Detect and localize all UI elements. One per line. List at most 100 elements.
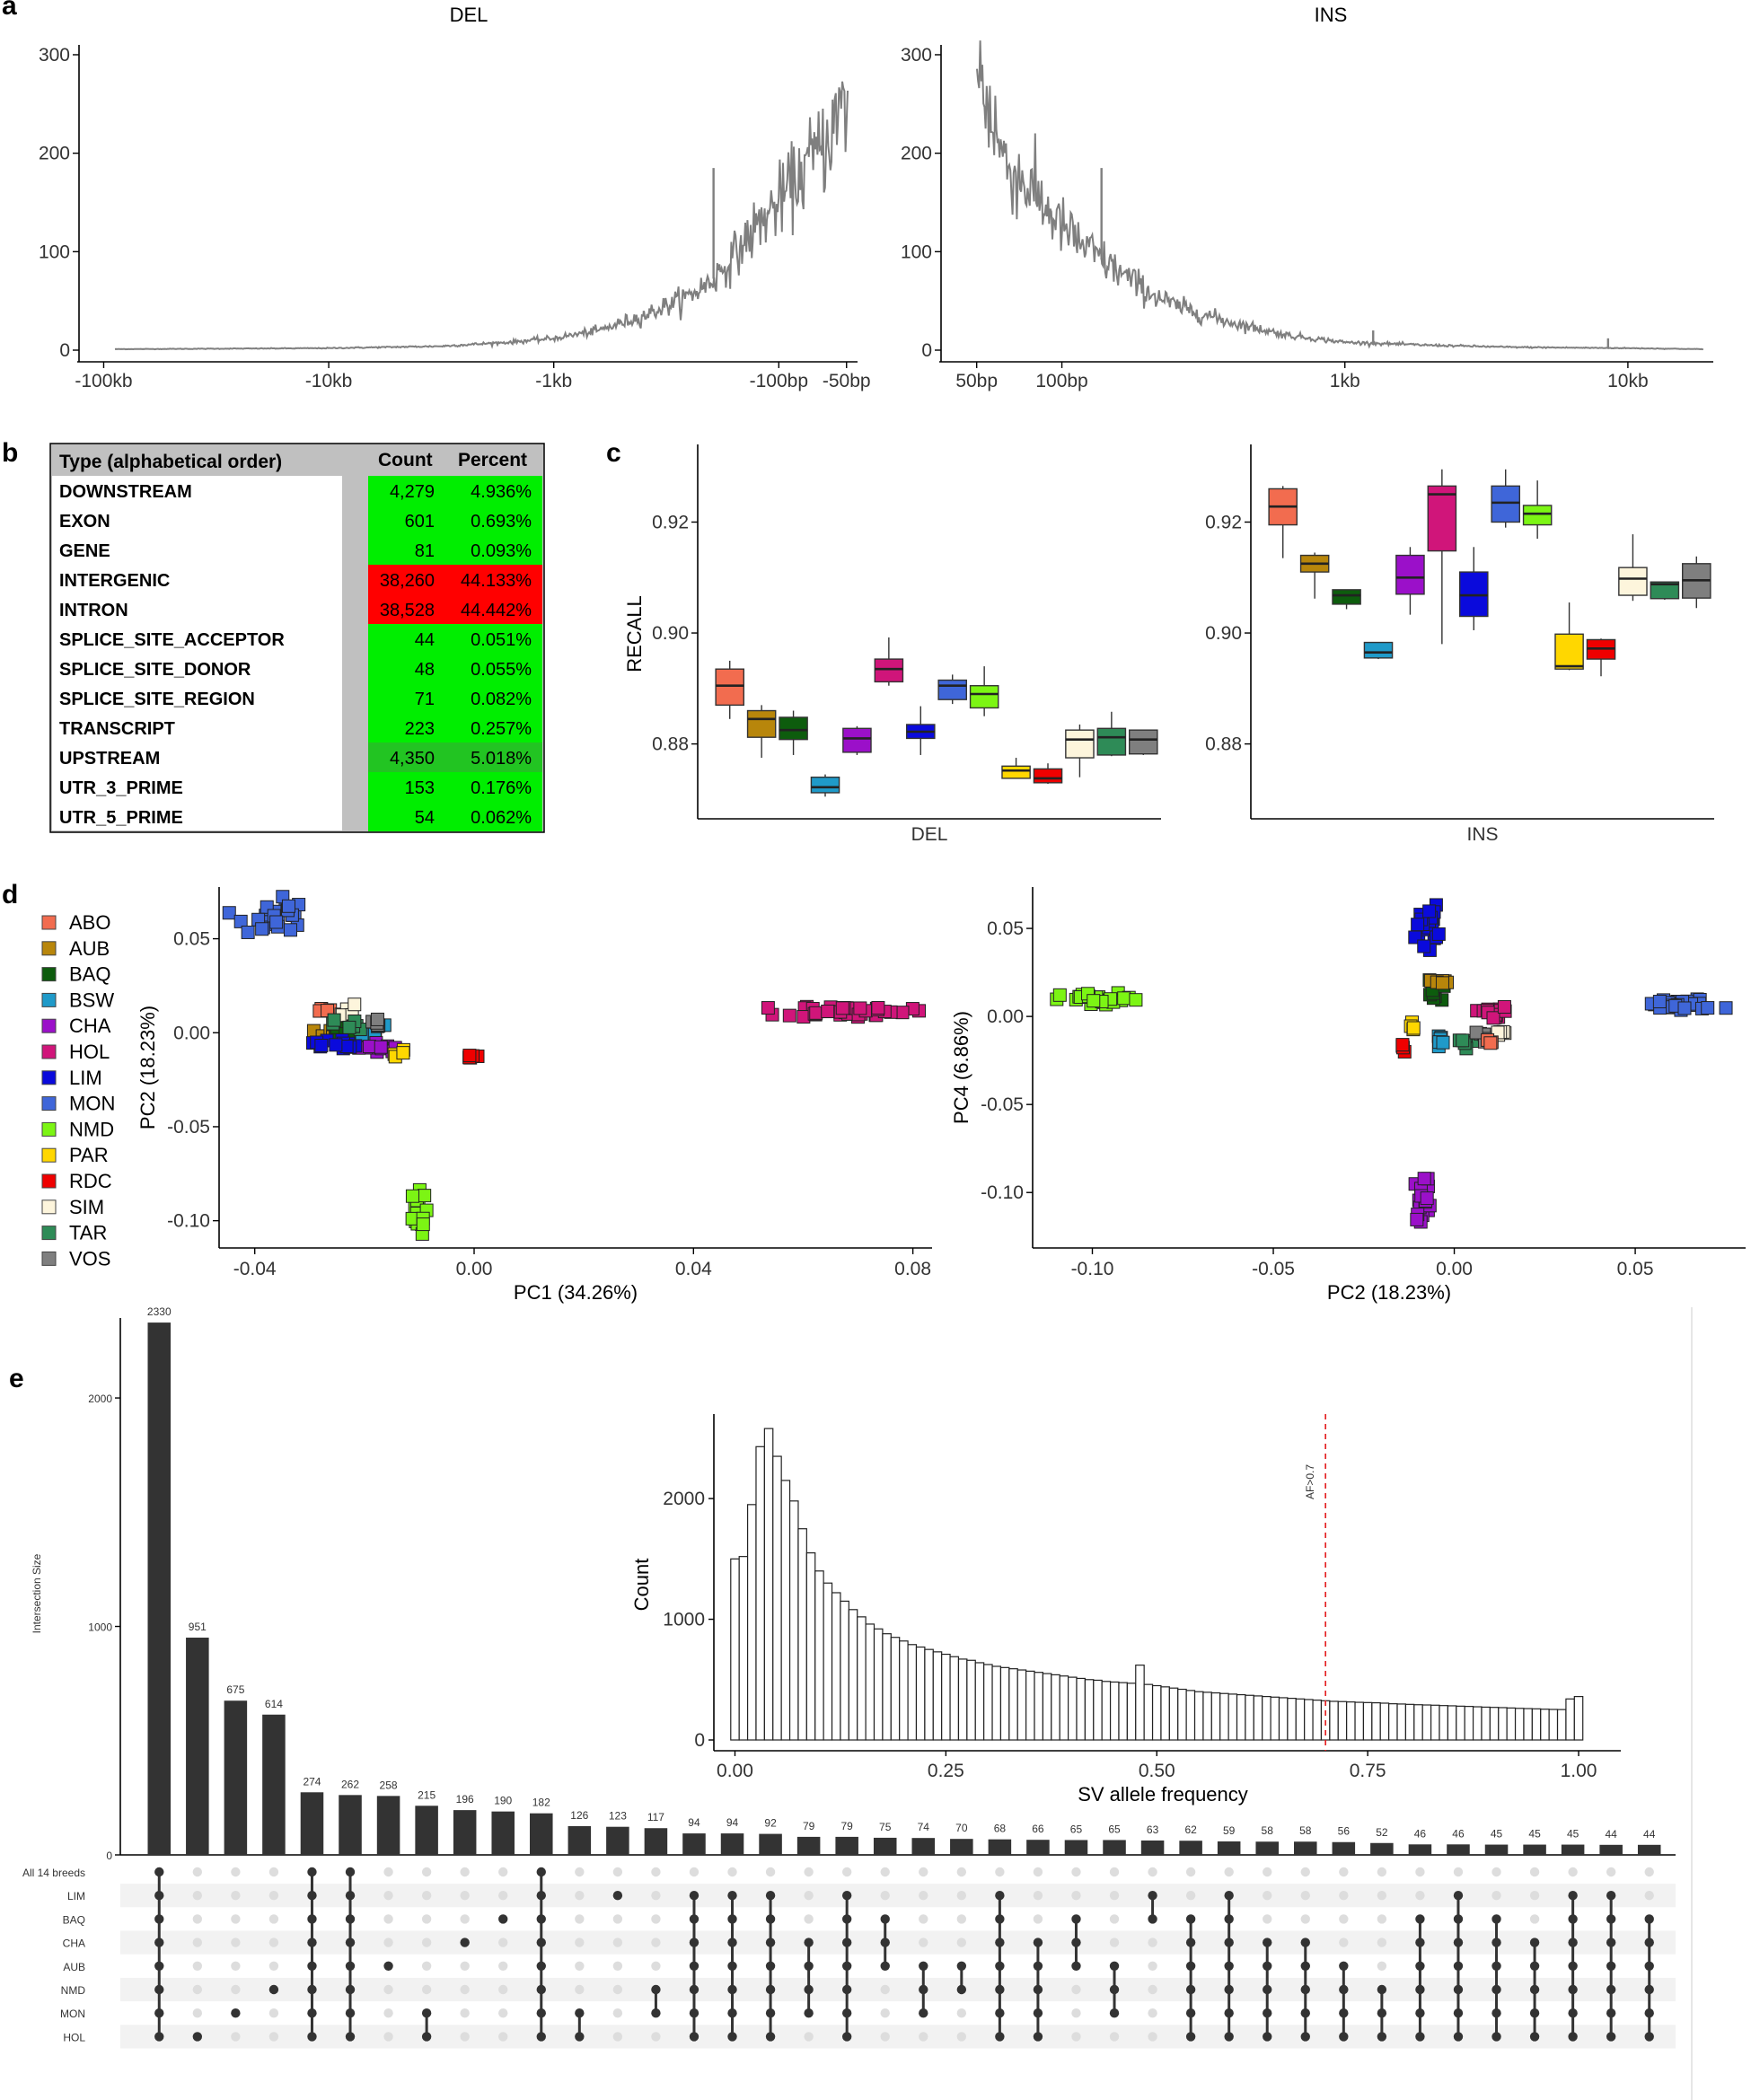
pca-point-mon xyxy=(281,899,295,913)
histogram-bar xyxy=(738,1556,749,1741)
matrix-dot xyxy=(1109,1867,1120,1877)
pca-point-cha xyxy=(374,1040,388,1054)
y-tick-label: 0.90 xyxy=(1205,623,1242,644)
histogram-bar xyxy=(1135,1665,1145,1741)
legend-label: MON xyxy=(69,1093,115,1115)
matrix-dot xyxy=(919,2032,928,2042)
histogram-bar xyxy=(1362,1701,1373,1741)
matrix-dot xyxy=(1339,1891,1349,1901)
matrix-dot xyxy=(460,1937,470,1947)
matrix-dot xyxy=(575,1891,585,1901)
matrix-dot xyxy=(1185,1867,1196,1877)
box-cha xyxy=(1395,554,1425,595)
box-par xyxy=(1001,765,1031,779)
matrix-dot xyxy=(268,1891,279,1901)
matrix-dot xyxy=(612,1867,623,1877)
panel-letter-d: d xyxy=(2,880,18,909)
matrix-dot xyxy=(1339,1937,1349,1947)
matrix-dot xyxy=(575,1914,585,1924)
intersection-bar xyxy=(1599,1844,1623,1855)
matrix-dot xyxy=(460,1867,470,1877)
y-tick-label: 0.92 xyxy=(1205,512,1242,532)
table-row-type: UPSTREAM xyxy=(59,749,160,769)
histogram-bar xyxy=(848,1609,858,1741)
legend-label: LIM xyxy=(69,1067,102,1089)
legend-label: SIM xyxy=(69,1196,104,1218)
bar-value-label: 274 xyxy=(303,1775,321,1788)
table-row-type: SPLICE_SITE_REGION xyxy=(59,690,255,709)
histogram-bar xyxy=(746,1504,757,1741)
y-axis-title: PC2 (18.23%) xyxy=(136,1006,159,1129)
matrix-dot xyxy=(1415,1867,1425,1877)
bar-value-label: 94 xyxy=(688,1816,700,1829)
histogram-bar xyxy=(1540,1709,1550,1741)
matrix-dot xyxy=(1644,1867,1654,1877)
pca-point-mon xyxy=(1701,1001,1715,1015)
table-row-count: 4,350 xyxy=(390,749,435,769)
matrix-dot xyxy=(956,2032,967,2042)
matrix-dot xyxy=(268,1961,279,1971)
matrix-dot xyxy=(1109,1937,1120,1947)
matrix-dot xyxy=(1109,1891,1120,1901)
histogram-bar xyxy=(1523,1708,1533,1741)
y-tick-label: -0.10 xyxy=(981,1182,1024,1203)
x-tick-label: -10kb xyxy=(305,371,353,391)
pca-point-lim xyxy=(1431,927,1446,941)
table-cell-bg xyxy=(368,565,542,594)
set-label: NMD xyxy=(61,1984,86,1997)
x-tick-label: -0.05 xyxy=(1252,1259,1295,1279)
matrix-dot xyxy=(1148,2008,1157,2018)
y-tick-label: 0.90 xyxy=(652,623,689,644)
matrix-dot xyxy=(192,1937,203,1947)
matrix-dot xyxy=(1263,1891,1272,1901)
table-body: DOWNSTREAM 4,279 4.936% EXON 601 0.693% GENE 81… xyxy=(59,476,542,831)
matrix-dot xyxy=(995,1867,1005,1877)
pca-point-lim xyxy=(1411,918,1425,932)
table-cell-bg xyxy=(368,713,542,742)
histogram-bar xyxy=(1304,1699,1314,1741)
matrix-dot xyxy=(498,1867,508,1877)
pca-point-rdc xyxy=(1395,1038,1410,1052)
legend-label: RDC xyxy=(69,1170,112,1192)
pca-point-hol xyxy=(871,1001,885,1015)
intersection-bar xyxy=(224,1700,248,1855)
matrix-dot xyxy=(880,1984,890,1995)
matrix-dot xyxy=(460,2008,470,2018)
box-nmd xyxy=(969,685,999,709)
matrix-dot xyxy=(231,1937,241,1947)
pca-point-hol xyxy=(1497,999,1511,1014)
y-tick-label: -0.05 xyxy=(167,1117,210,1138)
allele-frequency-histogram: 0 1000 2000 0.00 0.25 0.50 0.75 1.00 SV allele f… xyxy=(629,1410,1630,1806)
matrix-dot xyxy=(421,1891,432,1901)
box-mon xyxy=(937,679,968,700)
y-tick-label: 200 xyxy=(901,144,932,164)
table-row-count: 153 xyxy=(405,778,435,798)
pca-pc2-pc4-plot: -0.10 -0.05 0.00 0.05 -0.10 -0.05 0.00 0.05 PC2 … xyxy=(950,887,1746,1304)
histogram-bar xyxy=(1185,1690,1196,1741)
histogram-bar xyxy=(1202,1691,1212,1741)
set-label: BAQ xyxy=(63,1913,85,1926)
y-tick-label: 100 xyxy=(901,242,932,262)
box-par xyxy=(1554,633,1584,670)
x-axis-title: PC1 (34.26%) xyxy=(514,1281,638,1304)
set-label: LIM xyxy=(67,1890,85,1902)
table-row-type: UTR_5_PRIME xyxy=(59,808,183,828)
histogram-bar xyxy=(1506,1707,1517,1741)
histogram-bar xyxy=(1076,1677,1086,1741)
histogram-bar xyxy=(949,1656,960,1741)
x-tick-label: 0.00 xyxy=(1436,1259,1473,1279)
matrix-dot xyxy=(612,1914,623,1924)
intersection-bar xyxy=(262,1714,286,1855)
legend-label: VOS xyxy=(69,1247,110,1270)
pca-point-cha xyxy=(1410,1212,1424,1226)
pca-point-par xyxy=(1406,1021,1421,1035)
bar-value-label: 62 xyxy=(1184,1823,1197,1836)
histogram-bar xyxy=(1270,1696,1280,1741)
intersection-bar xyxy=(376,1796,400,1855)
table-row-count: 54 xyxy=(415,808,435,828)
bar-value-label: 56 xyxy=(1338,1825,1351,1838)
y-tick-label: 0.88 xyxy=(652,734,689,755)
matrix-dot xyxy=(268,2032,279,2042)
histogram-bar xyxy=(915,1646,926,1741)
